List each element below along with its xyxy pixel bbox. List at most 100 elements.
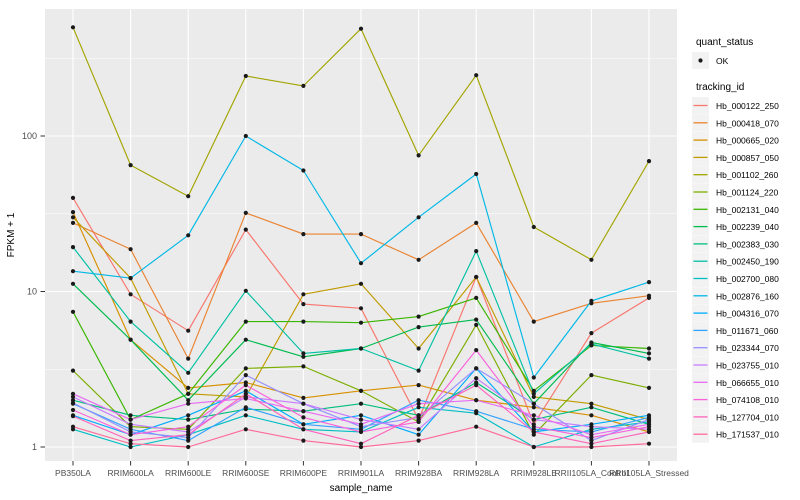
legend-item: Hb_002383_030 <box>692 235 779 253</box>
x-tick-label: RRIM600SE <box>222 468 270 478</box>
data-point <box>589 405 594 410</box>
data-point <box>186 438 191 443</box>
data-point <box>474 383 479 388</box>
legend-label: Hb_023755_010 <box>716 361 779 371</box>
data-point <box>531 375 536 380</box>
legend-label: Hb_001102_260 <box>716 170 779 180</box>
data-point <box>589 424 594 429</box>
data-point <box>646 356 652 361</box>
data-point <box>70 195 76 200</box>
x-axis-title: sample_name <box>330 483 393 494</box>
data-point <box>186 424 191 429</box>
data-point <box>128 163 133 168</box>
legend-label: Hb_023344_070 <box>716 343 779 353</box>
data-point <box>416 427 421 432</box>
data-point <box>358 320 364 325</box>
data-point <box>358 232 364 237</box>
legend-item: Hb_023344_070 <box>692 339 779 357</box>
legend-label-ok: OK <box>716 56 729 66</box>
data-point <box>186 194 191 199</box>
data-point <box>70 368 76 373</box>
legend-label: Hb_000665_020 <box>716 136 779 146</box>
data-point <box>186 398 191 403</box>
data-point <box>416 432 421 437</box>
data-point <box>416 314 421 319</box>
data-point <box>301 168 306 173</box>
data-point <box>531 424 536 429</box>
x-tick-label: PB350LA <box>55 468 91 478</box>
data-point <box>301 351 306 356</box>
data-point <box>301 83 306 88</box>
data-point <box>128 438 133 443</box>
data-point <box>531 405 536 410</box>
data-point <box>589 441 594 446</box>
data-point <box>70 220 76 225</box>
legend-label: Hb_002239_040 <box>716 222 779 232</box>
legend-item: Hb_001124_220 <box>692 183 779 201</box>
legend-label: Hb_066655_010 <box>716 378 779 388</box>
data-point <box>416 153 421 158</box>
y-tick-label: 100 <box>22 131 37 141</box>
data-point <box>358 26 364 31</box>
legend-item: Hb_002700_080 <box>692 270 779 287</box>
legend-label: Hb_002876_160 <box>716 291 779 301</box>
data-point <box>416 368 421 373</box>
data-point <box>646 346 652 351</box>
data-point <box>474 73 479 78</box>
x-tick-label: RRIM901LA <box>338 468 385 478</box>
legend-label: Hb_127704_010 <box>716 412 779 422</box>
data-point <box>243 366 248 371</box>
data-point <box>416 325 421 330</box>
data-point <box>186 328 191 333</box>
data-point <box>589 444 594 450</box>
data-point <box>70 309 76 314</box>
x-tick-label: RRIM600LA <box>107 468 154 478</box>
data-point <box>186 233 191 238</box>
legend-label: Hb_002450_190 <box>716 257 779 267</box>
data-point <box>358 441 364 446</box>
legend-item: Hb_000665_020 <box>692 131 779 149</box>
data-point <box>474 249 479 254</box>
data-point <box>531 224 536 230</box>
data-point <box>416 438 421 443</box>
data-point <box>474 322 479 327</box>
data-point <box>531 444 536 450</box>
legend-label: Hb_000857_050 <box>716 153 779 163</box>
data-point <box>243 133 248 139</box>
data-point <box>70 269 76 274</box>
x-tick-label: RRIM928LE <box>511 468 558 478</box>
legend-label: Hb_002131_040 <box>716 205 779 215</box>
data-point <box>358 346 364 351</box>
data-point <box>531 413 536 418</box>
legend-item: Hb_011671_060 <box>692 321 779 339</box>
x-tick-label: RRIM600LE <box>165 468 212 478</box>
legend-label: Hb_000122_250 <box>716 101 779 111</box>
data-point <box>301 438 306 443</box>
data-point <box>589 401 594 406</box>
data-point <box>243 383 248 388</box>
data-point <box>416 215 421 220</box>
data-point <box>358 281 364 286</box>
data-point <box>70 25 76 30</box>
legend-item: Hb_001102_260 <box>692 166 779 184</box>
data-point <box>474 274 479 280</box>
data-point <box>186 385 191 390</box>
data-point <box>128 417 133 422</box>
data-point <box>128 413 133 418</box>
data-point <box>70 400 76 405</box>
data-point <box>70 210 76 215</box>
data-point <box>243 388 248 393</box>
data-point <box>358 444 364 450</box>
data-point <box>474 220 479 225</box>
data-point <box>70 407 76 413</box>
data-point <box>531 319 536 324</box>
data-point <box>646 385 652 390</box>
data-point <box>243 210 248 215</box>
legend-item: Hb_004316_070 <box>692 304 779 322</box>
data-point <box>128 432 133 437</box>
data-point <box>358 261 364 266</box>
legend-label: Hb_171537_010 <box>716 430 779 440</box>
data-point <box>589 331 594 336</box>
